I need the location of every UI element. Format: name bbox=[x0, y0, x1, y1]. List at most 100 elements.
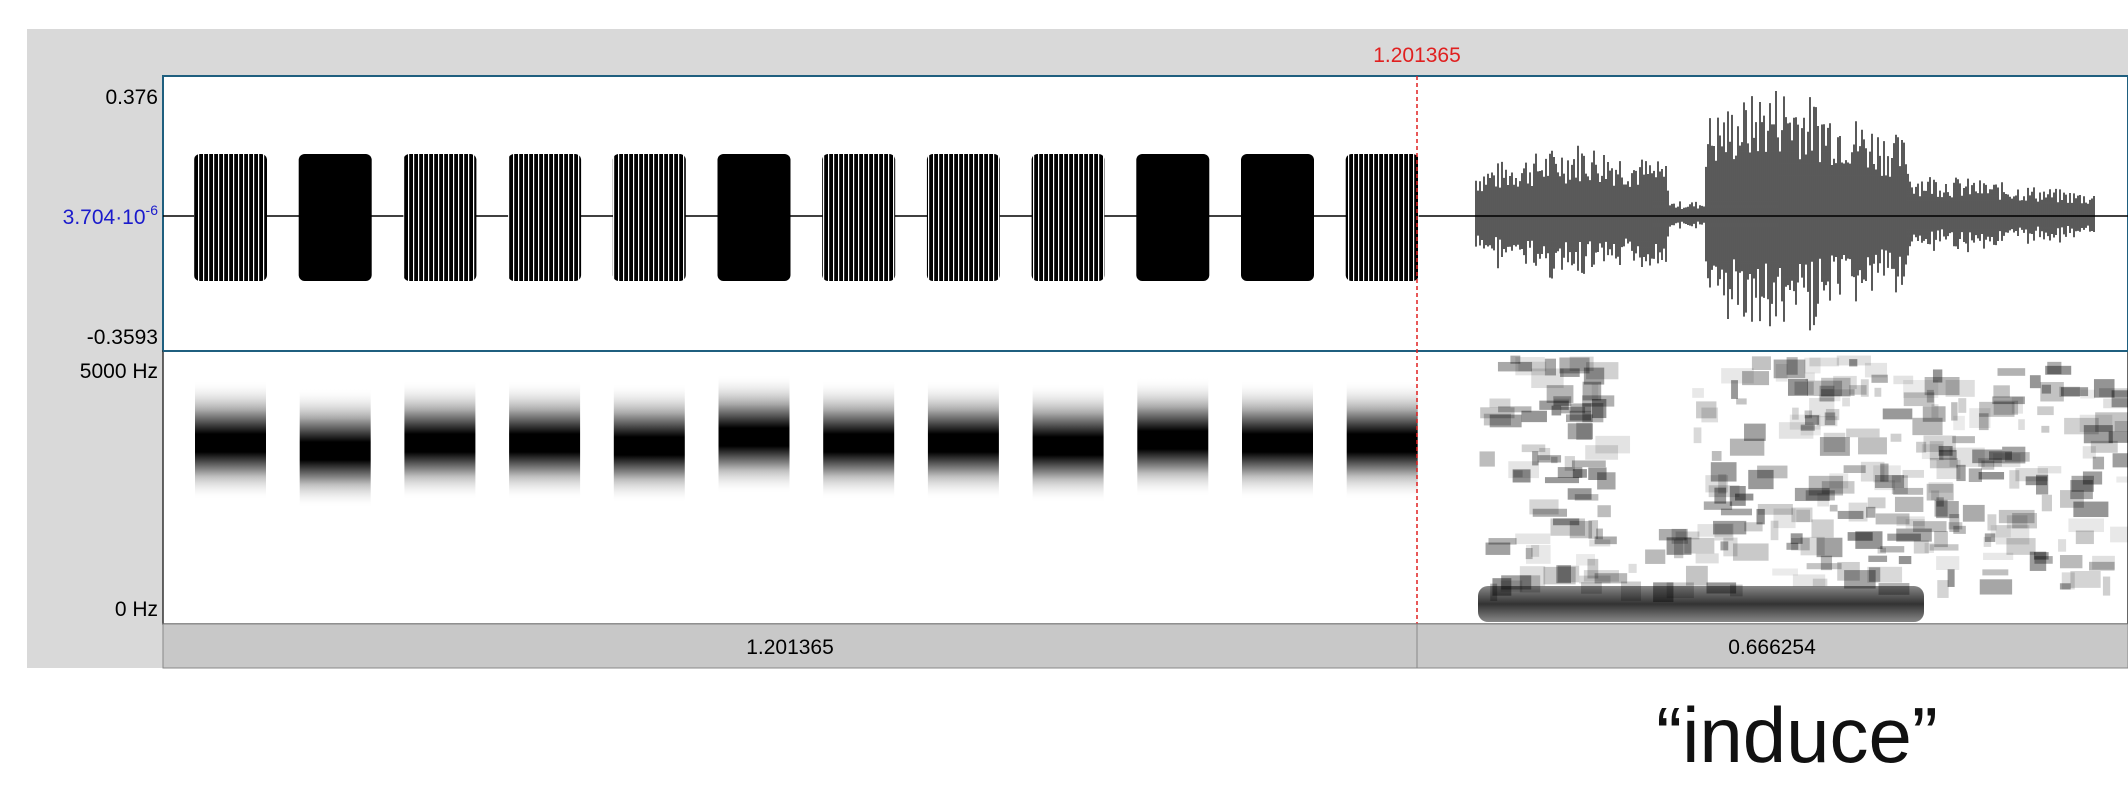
spectral-energy bbox=[2083, 471, 2102, 484]
spectral-energy bbox=[1588, 467, 1606, 480]
spectral-energy bbox=[1674, 539, 1683, 558]
tone-burst bbox=[508, 154, 581, 281]
tone-band bbox=[195, 380, 266, 500]
spectral-energy bbox=[2070, 571, 2100, 588]
spectral-energy bbox=[2018, 419, 2025, 430]
spectral-energy bbox=[1515, 534, 1550, 545]
spectral-energy bbox=[1645, 549, 1665, 563]
spectral-energy bbox=[1858, 437, 1887, 454]
spectral-energy bbox=[1933, 369, 1942, 382]
spectral-energy bbox=[1515, 357, 1544, 375]
mantissa: 3.704·10 bbox=[63, 206, 146, 229]
spectral-energy bbox=[1868, 556, 1887, 562]
tone-burst bbox=[822, 154, 895, 281]
spectral-energy bbox=[1489, 399, 1510, 408]
tone-band bbox=[509, 380, 580, 500]
waveform-mid: 3.704·10-6 bbox=[63, 202, 159, 229]
spectral-energy bbox=[2060, 555, 2082, 568]
tone-burst bbox=[1346, 154, 1419, 281]
spectral-energy bbox=[1736, 398, 1746, 404]
spectral-energy bbox=[1595, 573, 1628, 583]
spectral-energy bbox=[1867, 567, 1902, 583]
cursor-time: 1.201365 bbox=[1373, 44, 1461, 67]
duration-label: 1.201365 bbox=[746, 636, 834, 659]
spectral-energy bbox=[1984, 537, 1992, 547]
spectral-energy bbox=[1866, 507, 1875, 518]
spectral-energy bbox=[1922, 444, 1943, 459]
spectral-energy bbox=[2116, 476, 2127, 482]
tone-burst bbox=[1241, 154, 1314, 281]
spectral-energy bbox=[1855, 531, 1882, 549]
spectral-energy bbox=[2089, 562, 2115, 571]
spectral-energy bbox=[1883, 409, 1913, 420]
spectral-energy bbox=[2093, 457, 2104, 470]
spectral-energy bbox=[1982, 569, 2008, 575]
tone-burst bbox=[1032, 154, 1105, 281]
spectral-energy bbox=[1868, 497, 1886, 508]
spectral-energy bbox=[1952, 436, 1975, 443]
spectral-energy bbox=[1992, 396, 2025, 404]
spectral-energy bbox=[1561, 407, 1585, 414]
spectral-energy bbox=[1547, 385, 1574, 403]
spectral-energy bbox=[1629, 564, 1637, 573]
spectral-energy bbox=[1526, 548, 1533, 559]
spectral-energy bbox=[1776, 364, 1788, 382]
spectral-energy bbox=[1568, 488, 1592, 499]
spectral-energy bbox=[1838, 511, 1864, 519]
waveform-max: 0.376 bbox=[105, 86, 158, 109]
spectrogram-min: 0 Hz bbox=[115, 598, 158, 621]
spectral-energy bbox=[1718, 474, 1726, 493]
spectral-energy bbox=[1998, 368, 2026, 376]
spectral-energy bbox=[1576, 423, 1592, 440]
spectral-energy bbox=[1958, 398, 1966, 413]
spectral-energy bbox=[1899, 556, 1912, 564]
spectral-energy bbox=[1849, 359, 1857, 366]
caption: “induce” bbox=[1656, 691, 1938, 779]
spectral-energy bbox=[1809, 476, 1843, 496]
spectral-energy bbox=[1570, 521, 1592, 538]
spectral-energy bbox=[1659, 529, 1687, 540]
spectral-energy bbox=[1893, 376, 1913, 385]
spectral-energy bbox=[1480, 451, 1495, 466]
spectral-energy bbox=[1999, 510, 2035, 523]
spectral-energy bbox=[1585, 445, 1618, 460]
spectral-energy bbox=[1923, 406, 1946, 422]
spectral-energy bbox=[1772, 568, 1798, 575]
spectral-energy bbox=[1934, 531, 1948, 547]
spectral-energy bbox=[1790, 415, 1821, 430]
spectral-energy bbox=[1842, 398, 1850, 407]
spectral-energy bbox=[2030, 375, 2041, 388]
spectral-energy bbox=[1712, 451, 1722, 461]
spectral-energy bbox=[1796, 510, 1810, 522]
spectral-energy bbox=[1979, 413, 1989, 430]
spectral-energy bbox=[1584, 368, 1604, 385]
spectral-energy bbox=[1817, 538, 1843, 557]
spectral-energy bbox=[1993, 453, 2020, 467]
tone-burst bbox=[718, 154, 791, 281]
spectral-energy bbox=[1993, 385, 2010, 397]
spectral-energy bbox=[1979, 472, 2004, 479]
spectral-energy bbox=[1893, 488, 1923, 495]
spectral-energy bbox=[1949, 522, 1963, 529]
tone-band bbox=[1033, 383, 1104, 503]
tone-band bbox=[719, 374, 790, 494]
spectral-energy bbox=[2061, 387, 2088, 396]
spectral-energy bbox=[1707, 582, 1737, 593]
spectral-energy bbox=[2015, 468, 2048, 481]
spectral-energy bbox=[2095, 412, 2128, 432]
spectral-energy bbox=[1904, 392, 1935, 406]
duration-label: 0.666254 bbox=[1728, 636, 1816, 659]
tone-burst bbox=[403, 154, 476, 281]
spectral-energy bbox=[2047, 362, 2061, 374]
spectral-energy bbox=[1694, 427, 1702, 443]
spectral-energy bbox=[1830, 505, 1838, 512]
spectral-energy bbox=[1948, 569, 1955, 587]
spectral-energy bbox=[1937, 580, 1948, 598]
spectral-energy bbox=[1897, 516, 1925, 526]
spectral-energy bbox=[1486, 543, 1511, 555]
tone-burst bbox=[299, 154, 372, 281]
spectral-energy bbox=[1951, 402, 1957, 420]
spectral-energy bbox=[2076, 531, 2094, 545]
spectral-energy bbox=[1824, 433, 1846, 452]
spectral-energy bbox=[1720, 541, 1728, 550]
